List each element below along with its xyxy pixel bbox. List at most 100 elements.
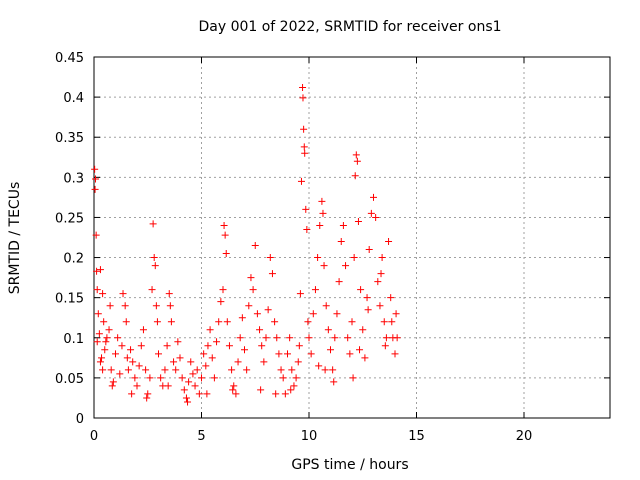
data-point — [387, 294, 395, 302]
data-point — [163, 342, 171, 350]
data-point — [378, 254, 386, 262]
data-point — [99, 290, 107, 298]
y-tick-label: 0 — [76, 412, 84, 427]
data-point — [184, 398, 192, 406]
x-axis-label: GPS time / hours — [291, 457, 408, 473]
data-point — [350, 254, 358, 262]
y-axis-label: SRMTID / TECUs — [7, 182, 23, 295]
data-point — [99, 366, 107, 374]
x-tick-label: 10 — [301, 429, 318, 444]
data-point — [172, 366, 180, 374]
data-point — [352, 151, 360, 159]
plot-frame — [93, 56, 611, 419]
data-point — [167, 318, 175, 326]
data-point — [243, 366, 251, 374]
data-point — [108, 382, 116, 390]
data-point — [391, 350, 399, 358]
data-point — [256, 326, 264, 334]
data-point — [222, 250, 230, 258]
data-point — [166, 302, 174, 310]
data-point — [353, 157, 361, 165]
data-point — [230, 382, 238, 390]
data-point — [180, 386, 188, 394]
data-point — [273, 334, 281, 342]
data-point — [287, 386, 295, 394]
data-point — [307, 350, 315, 358]
data-point — [135, 362, 143, 370]
data-point — [296, 290, 304, 298]
data-point — [331, 334, 339, 342]
data-point — [223, 318, 231, 326]
data-point — [116, 370, 124, 378]
data-point — [356, 346, 364, 354]
data-point — [206, 326, 214, 334]
grid — [94, 57, 610, 418]
data-point — [305, 334, 313, 342]
data-point — [193, 366, 201, 374]
data-point — [377, 270, 385, 278]
data-point — [257, 386, 265, 394]
data-point — [382, 334, 390, 342]
y-tick-label: 0.25 — [55, 211, 84, 226]
data-point — [333, 310, 341, 318]
data-point — [348, 318, 356, 326]
data-point — [337, 238, 345, 246]
data-point — [195, 390, 203, 398]
data-point — [234, 358, 242, 366]
data-point — [114, 334, 122, 342]
data-point — [392, 310, 400, 318]
data-point — [219, 286, 227, 294]
data-point — [228, 366, 236, 374]
data-point — [364, 306, 372, 314]
y-tick-label: 0.15 — [55, 292, 84, 307]
data-point — [393, 334, 401, 342]
data-point — [127, 346, 135, 354]
data-point — [370, 193, 377, 201]
data-point — [357, 286, 365, 294]
x-tick-label: 5 — [197, 429, 205, 444]
data-point — [217, 298, 225, 306]
y-tick-label: 0.05 — [55, 372, 84, 387]
data-point — [139, 326, 147, 334]
data-point — [107, 366, 115, 374]
data-point — [300, 125, 308, 133]
data-point — [241, 346, 248, 354]
data-point — [151, 262, 159, 270]
y-tick-label: 0.35 — [55, 131, 84, 146]
data-point — [292, 374, 300, 382]
data-point — [320, 262, 328, 270]
data-point — [121, 302, 129, 310]
data-point — [299, 94, 307, 102]
data-point — [102, 338, 110, 346]
data-point — [264, 306, 272, 314]
data-point — [372, 213, 380, 221]
data-point — [268, 270, 276, 278]
data-point — [105, 326, 113, 334]
data-point — [106, 302, 114, 310]
data-point — [96, 266, 104, 274]
y-tick-label: 0.3 — [63, 171, 84, 186]
data-point — [191, 382, 199, 390]
data-point — [202, 362, 210, 370]
data-point — [297, 177, 305, 185]
data-point — [129, 358, 137, 366]
x-tick-label: 15 — [408, 429, 425, 444]
data-point — [363, 294, 371, 302]
data-point — [304, 318, 312, 326]
data-point — [124, 366, 132, 374]
data-point — [327, 346, 334, 354]
data-point — [335, 278, 343, 286]
data-point — [143, 394, 151, 402]
data-point — [182, 394, 190, 402]
data-point — [91, 165, 99, 173]
data-point — [157, 374, 165, 382]
chart-title: Day 001 of 2022, SRMTID for receiver ons… — [198, 19, 501, 35]
data-point — [203, 390, 211, 398]
data-point — [275, 350, 283, 358]
data-point — [204, 342, 212, 350]
data-point — [299, 83, 307, 91]
data-point — [122, 318, 130, 326]
data-point — [288, 366, 296, 374]
data-point — [329, 366, 337, 374]
